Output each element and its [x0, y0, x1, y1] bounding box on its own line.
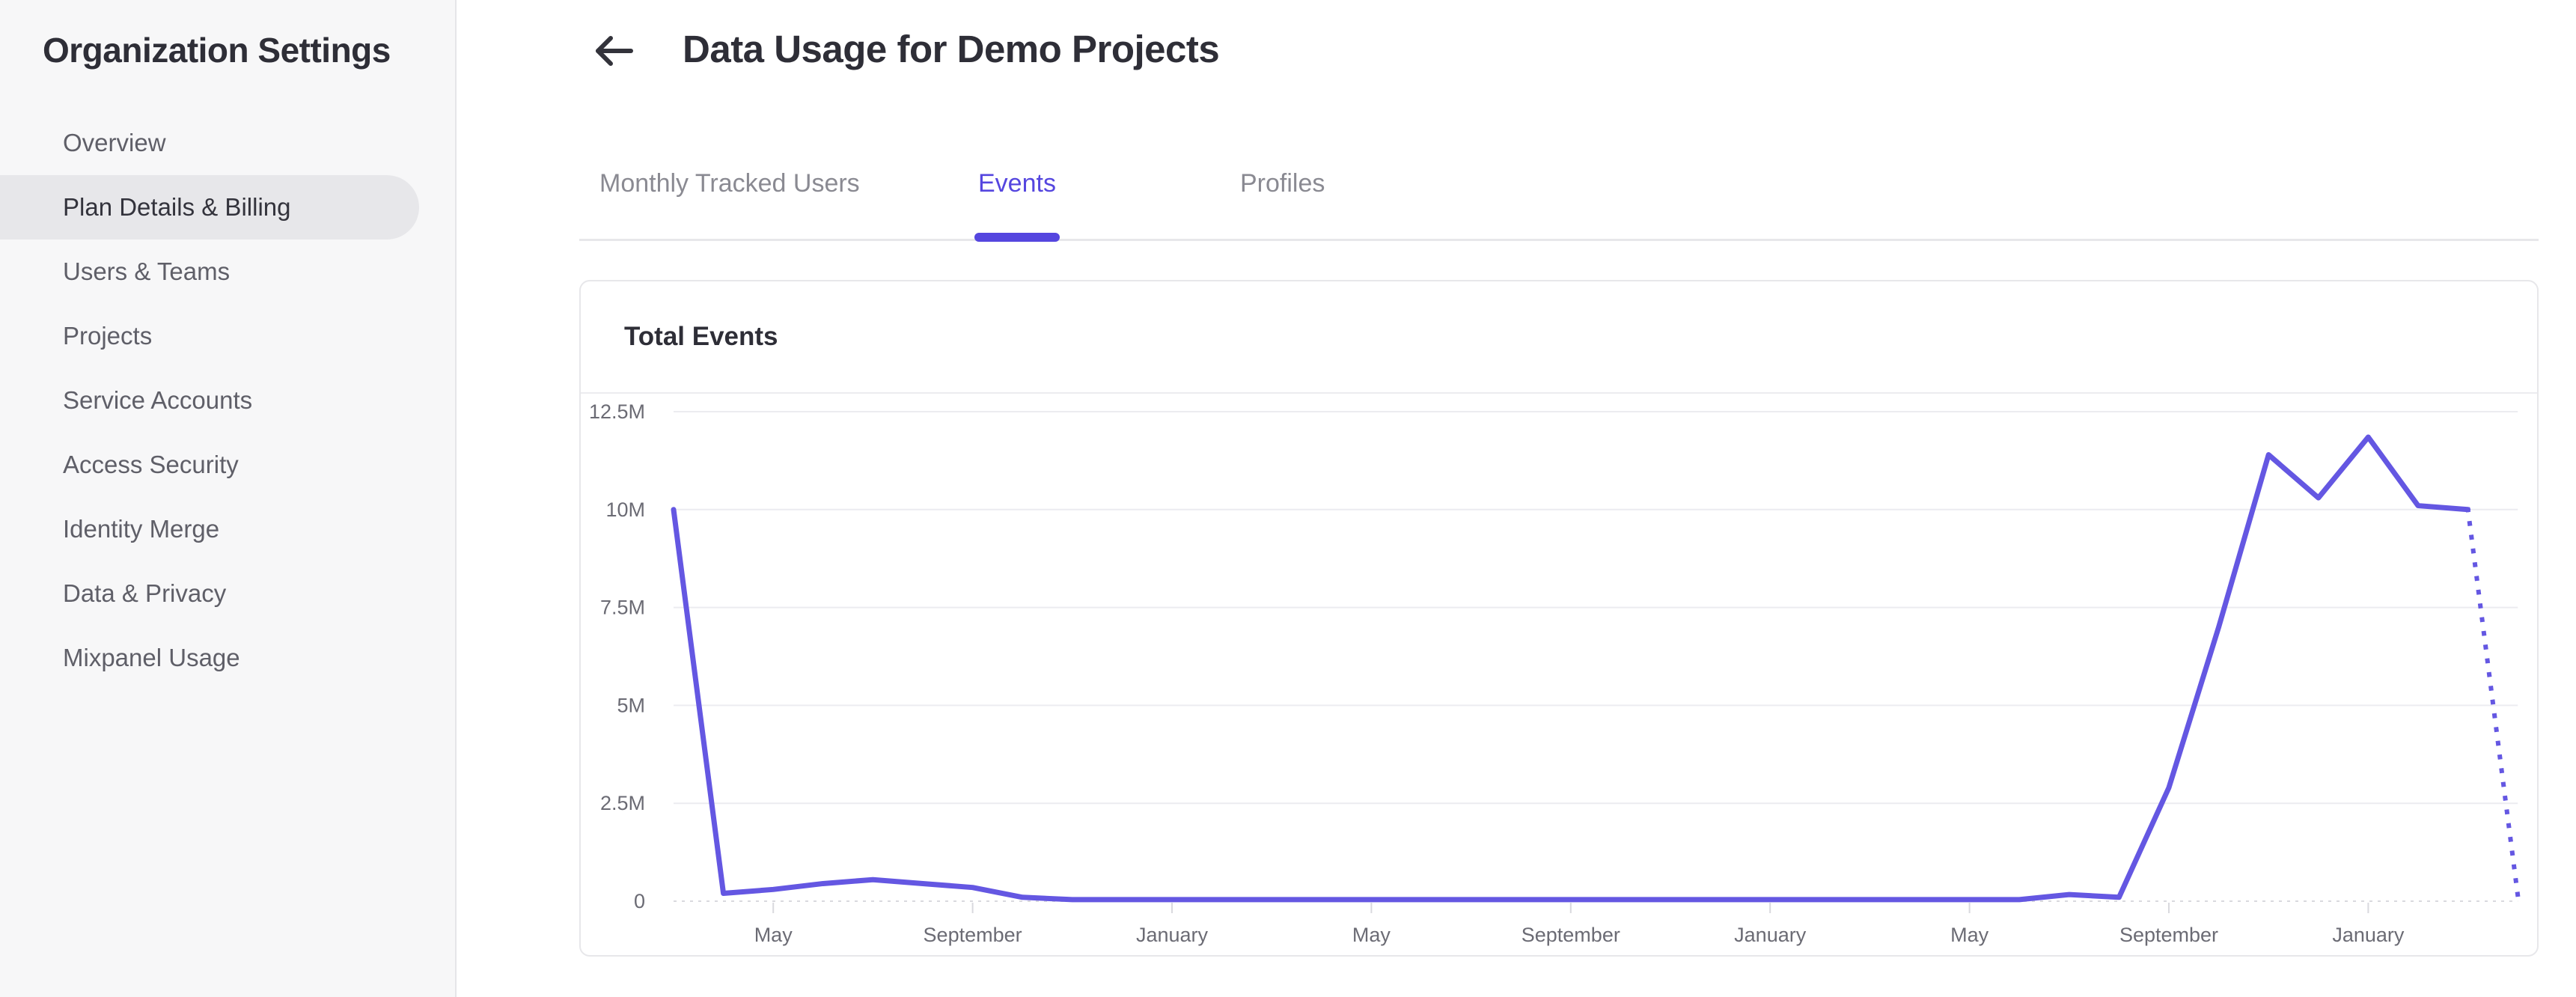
- sidebar-item-label: Data & Privacy: [63, 579, 227, 607]
- sidebar-item-access-security[interactable]: Access Security: [0, 433, 457, 497]
- y-axis-label: 0: [634, 890, 645, 912]
- y-axis-label: 5M: [617, 694, 645, 716]
- card-title: Total Events: [624, 322, 778, 351]
- sidebar-item-plan-details-billing[interactable]: Plan Details & Billing: [0, 175, 419, 240]
- x-axis-label: September: [2119, 924, 2218, 946]
- sidebar-item-identity-merge[interactable]: Identity Merge: [0, 497, 457, 561]
- x-axis-label: May: [1950, 924, 1989, 946]
- card-header: Total Events: [581, 281, 2537, 394]
- sidebar: Organization Settings Overview Plan Deta…: [0, 0, 457, 997]
- x-axis-label: January: [1136, 924, 1209, 946]
- sidebar-item-overview[interactable]: Overview: [0, 111, 457, 175]
- x-axis-label: September: [1522, 924, 1620, 946]
- left-arrow-icon: [596, 36, 633, 66]
- active-tab-indicator: [974, 233, 1060, 242]
- sidebar-nav: Overview Plan Details & Billing Users & …: [0, 111, 457, 690]
- y-axis-label: 12.5M: [589, 400, 645, 423]
- sidebar-title: Organization Settings: [43, 31, 391, 70]
- sidebar-item-label: Access Security: [63, 451, 239, 478]
- sidebar-item-data-privacy[interactable]: Data & Privacy: [0, 561, 457, 626]
- sidebar-item-label: Identity Merge: [63, 515, 220, 543]
- x-axis-label: January: [1734, 924, 1807, 946]
- page-title: Data Usage for Demo Projects: [683, 28, 1220, 70]
- sidebar-item-label: Service Accounts: [63, 386, 253, 414]
- sidebar-item-label: Overview: [63, 129, 166, 156]
- y-axis-label: 7.5M: [600, 597, 645, 619]
- y-axis-label: 10M: [605, 498, 645, 521]
- sidebar-item-service-accounts[interactable]: Service Accounts: [0, 368, 457, 433]
- x-axis-label: May: [1352, 924, 1391, 946]
- chart-area: 0 2.5M 5M 7.5M 10M 12.5M May September January Ma…: [581, 394, 2537, 955]
- sidebar-item-label: Mixpanel Usage: [63, 644, 240, 671]
- x-axis-label: May: [754, 924, 793, 946]
- tabs-divider: [579, 239, 2539, 241]
- total-events-line-solid: [671, 434, 2471, 903]
- y-axis-label: 2.5M: [600, 792, 645, 814]
- back-button[interactable]: [591, 31, 636, 70]
- x-axis-label: January: [2332, 924, 2405, 946]
- total-events-card: Total Events 0 2.5M 5M 7.5M 10M 12.5M May Septe…: [579, 280, 2539, 957]
- x-axis-label: September: [924, 924, 1022, 946]
- sidebar-item-label: Users & Teams: [63, 257, 231, 285]
- tab-events[interactable]: Events: [978, 169, 1056, 198]
- sidebar-item-mixpanel-usage[interactable]: Mixpanel Usage: [0, 626, 457, 690]
- total-events-line-projected-dotted: [2465, 507, 2521, 898]
- sidebar-item-projects[interactable]: Projects: [0, 304, 457, 368]
- tab-monthly-tracked-users[interactable]: Monthly Tracked Users: [599, 169, 860, 198]
- sidebar-item-users-teams[interactable]: Users & Teams: [0, 240, 457, 304]
- tab-profiles[interactable]: Profiles: [1240, 169, 1325, 198]
- sidebar-item-label: Projects: [63, 322, 153, 350]
- sidebar-item-label: Plan Details & Billing: [63, 193, 291, 221]
- events-line-chart[interactable]: 0 2.5M 5M 7.5M 10M 12.5M May September January Ma…: [581, 394, 2537, 955]
